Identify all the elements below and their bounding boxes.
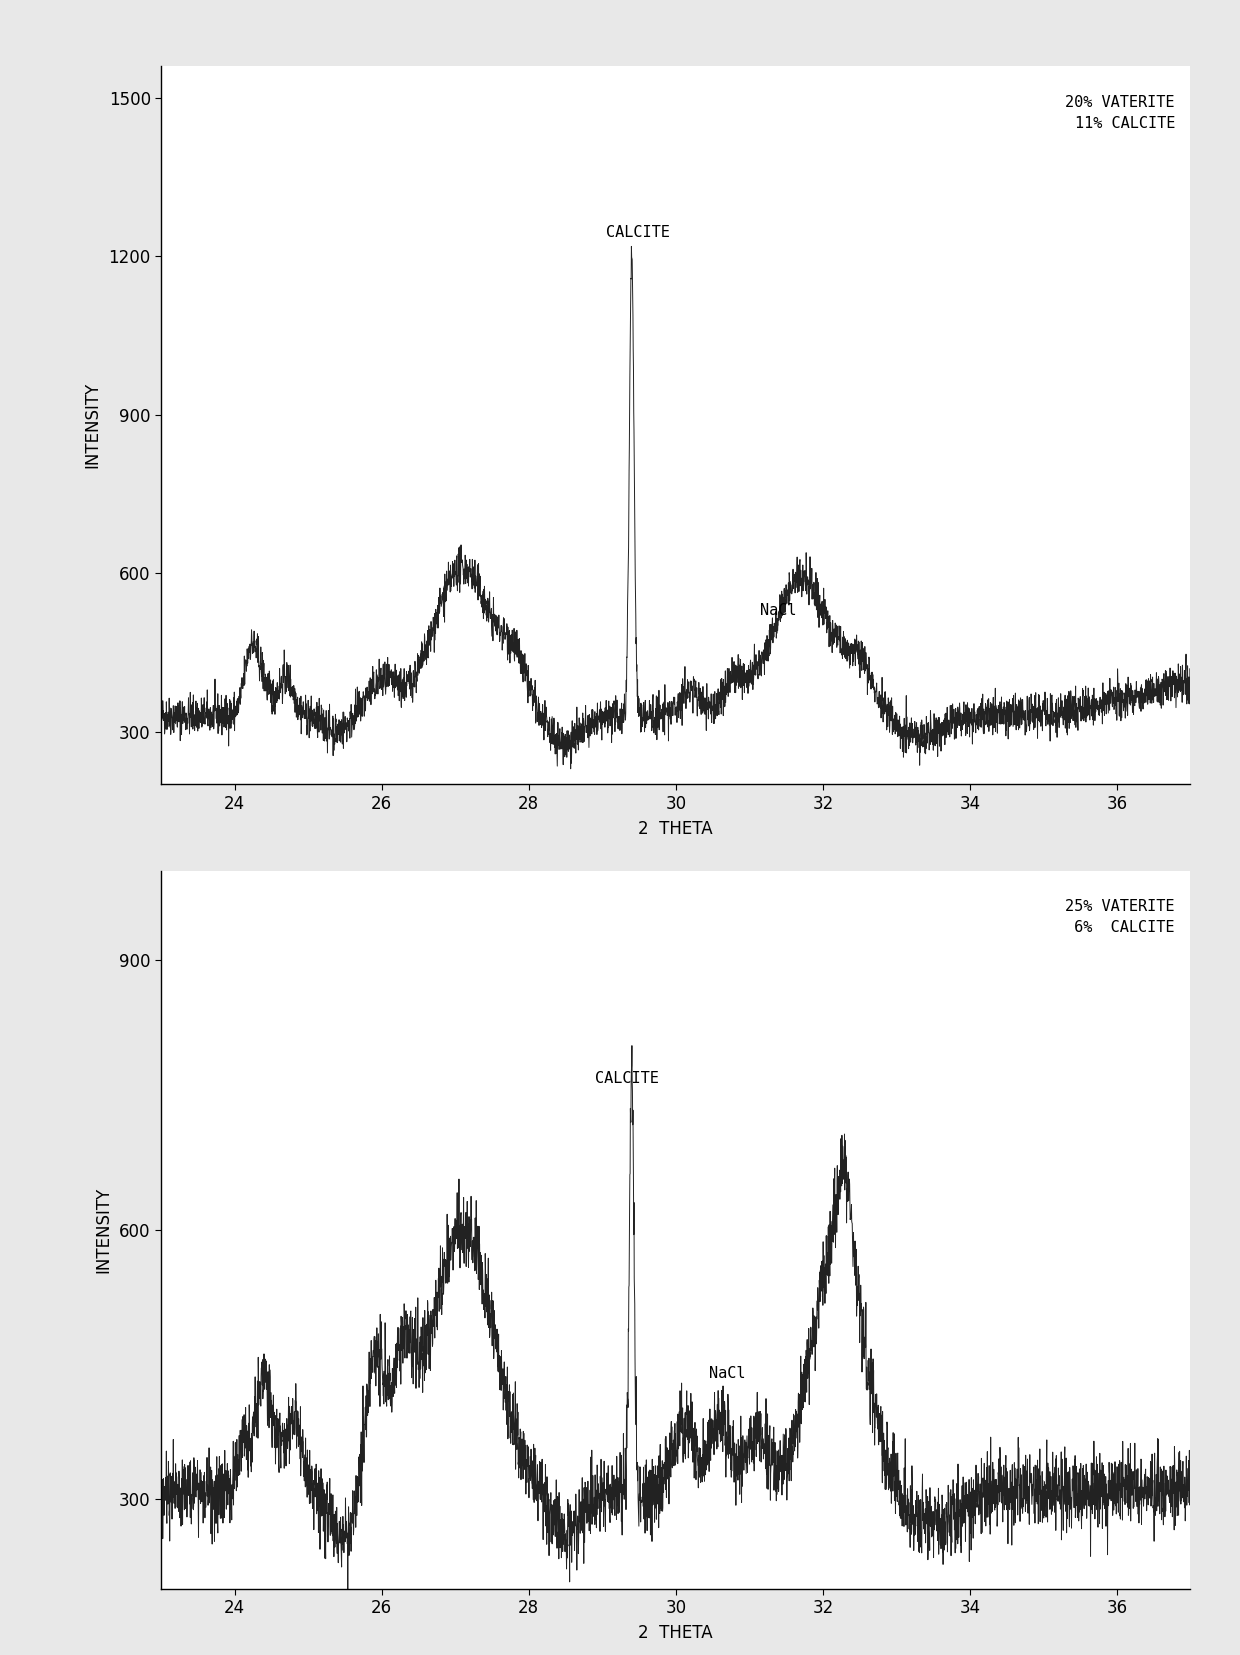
Text: CALCITE: CALCITE <box>606 225 670 240</box>
Text: 25% VATERITE
 6%  CALCITE: 25% VATERITE 6% CALCITE <box>1065 899 1176 935</box>
X-axis label: 2  THETA: 2 THETA <box>639 1624 713 1642</box>
Text: NaCl: NaCl <box>709 1365 745 1380</box>
Text: Figure 2A: Figure 2A <box>591 877 760 910</box>
X-axis label: 2  THETA: 2 THETA <box>639 819 713 837</box>
Y-axis label: INTENSITY: INTENSITY <box>83 382 102 468</box>
Text: NaCl: NaCl <box>760 602 797 617</box>
Text: 20% VATERITE
11% CALCITE: 20% VATERITE 11% CALCITE <box>1065 94 1176 131</box>
Text: CALCITE: CALCITE <box>595 1071 658 1086</box>
Y-axis label: INTENSITY: INTENSITY <box>94 1187 112 1273</box>
